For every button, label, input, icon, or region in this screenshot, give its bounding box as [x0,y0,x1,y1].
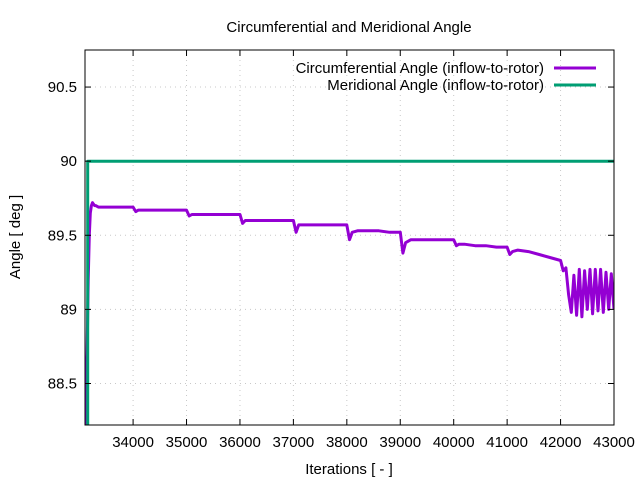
x-tick-label: 43000 [593,434,635,451]
plot-frame [84,49,615,426]
y-tick-label: 89 [60,301,77,318]
axis-ticks: 34000 35000 36000 37000 38000 39000 40000 41000… [48,50,635,451]
y-tick-label: 89.5 [48,227,77,244]
x-tick-label: 39000 [379,434,421,451]
x-tick-label: 36000 [219,434,261,451]
y-tick-label: 90 [60,153,77,170]
x-tick-label: 35000 [166,434,208,451]
series-line-circumferential [85,201,614,425]
x-axis-label: Iterations [ - ] [305,461,393,478]
y-axis-label: Angle [ deg ] [7,195,24,279]
x-tick-label: 34000 [112,434,154,451]
x-tick-label: 40000 [433,434,475,451]
y-tick-label: 90.5 [48,79,77,96]
x-tick-label: 38000 [326,434,368,451]
y-tick-label: 88.5 [48,375,77,392]
x-tick-label: 41000 [486,434,528,451]
legend-label-meridional: Meridional Angle (inflow-to-rotor) [327,77,544,94]
legend-label-circumferential: Circumferential Angle (inflow-to-rotor) [296,60,544,77]
legend: Circumferential Angle (inflow-to-rotor) … [296,60,596,94]
x-tick-label: 42000 [540,434,582,451]
x-tick-label: 37000 [273,434,315,451]
series-layer [85,159,614,425]
series-line-meridional [86,159,614,425]
chart-title: Circumferential and Meridional Angle [226,19,471,36]
